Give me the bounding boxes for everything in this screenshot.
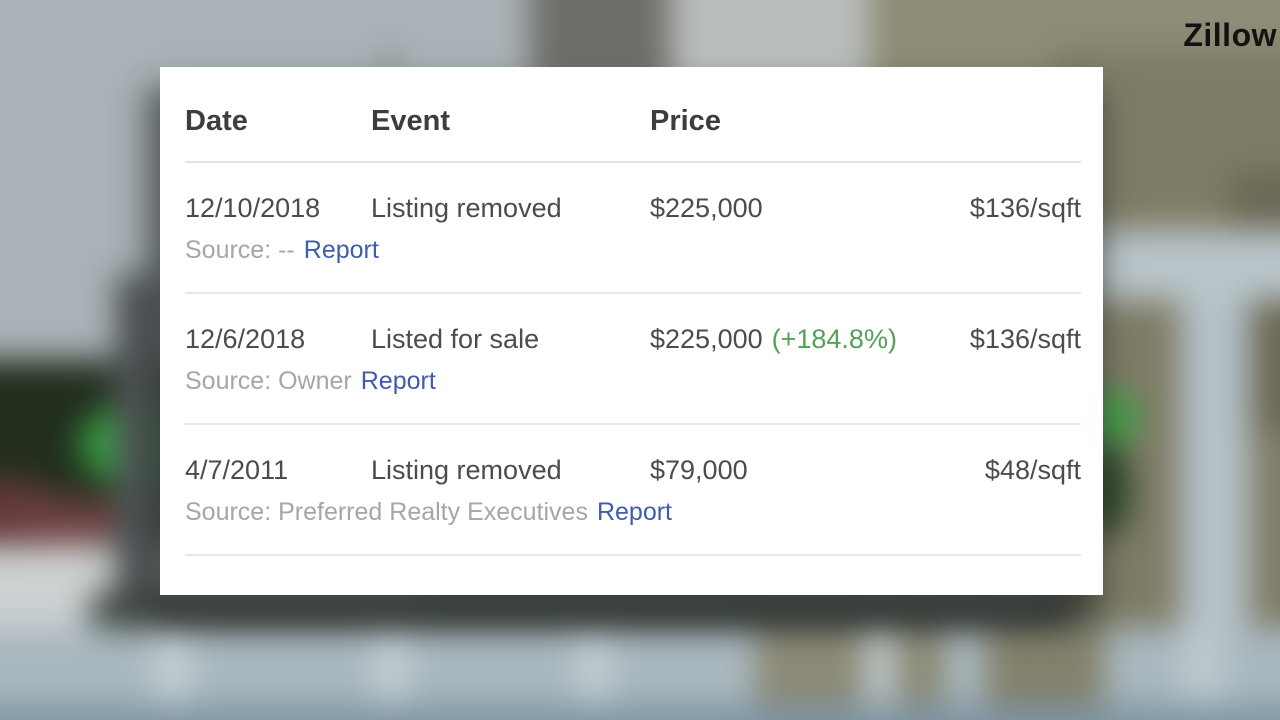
- report-link[interactable]: Report: [360, 367, 436, 395]
- price-value: $225,000: [650, 193, 763, 223]
- date-cell: 12/10/2018: [185, 193, 321, 223]
- table-row: 12/10/2018 Listing removed $225,000 $136…: [185, 163, 1081, 294]
- price-per-sqft-cell: $136/sqft: [969, 324, 1081, 354]
- table-row: 12/6/2018 Listed for sale $225,000 (+184.…: [185, 294, 1081, 425]
- row-main-line: 12/10/2018 Listing removed $225,000 $136…: [185, 189, 1081, 227]
- event-cell: Listing removed: [371, 455, 562, 485]
- source-label: Source: Owner: [185, 367, 352, 395]
- price-value: $79,000: [650, 455, 748, 485]
- source-line: Source: Owner Report: [185, 364, 1081, 398]
- bg-railing-olive-2: [985, 628, 1105, 720]
- price-per-sqft-cell: $136/sqft: [969, 193, 1081, 223]
- price-cell: $79,000: [650, 451, 985, 489]
- table-row: 4/7/2011 Listing removed $79,000 $48/sqf…: [185, 425, 1081, 556]
- bg-baluster-1: [155, 628, 190, 720]
- price-cell: $225,000 (+184.8%): [650, 320, 970, 358]
- bg-baluster-3: [578, 628, 610, 720]
- bg-flower-red-left-2: [20, 498, 125, 548]
- bg-baluster-4: [865, 628, 895, 720]
- bg-railing-dark-band: [90, 593, 1070, 633]
- price-change: (+184.8%): [771, 324, 897, 354]
- date-cell: 4/7/2011: [185, 455, 289, 485]
- bg-light-band-right: [1085, 230, 1280, 300]
- price-history-card: Date Event Price 12/10/2018 Listing remo…: [160, 67, 1103, 595]
- column-header-price: Price: [650, 104, 721, 137]
- bg-baluster-5: [1180, 628, 1225, 720]
- bg-bottom-edge-strip: [0, 705, 1280, 720]
- bg-text-descender-speck: [378, 58, 400, 68]
- event-cell: Listed for sale: [371, 324, 540, 354]
- column-header-event: Event: [371, 104, 450, 137]
- zillow-watermark: Zillow: [1183, 17, 1277, 53]
- date-cell: 12/6/2018: [185, 324, 306, 354]
- price-per-sqft-cell: $48/sqft: [984, 455, 1081, 485]
- event-cell: Listing removed: [371, 193, 562, 223]
- price-cell: $225,000: [650, 189, 970, 227]
- source-label: Source: --: [185, 236, 295, 264]
- price-value: $225,000: [650, 324, 763, 354]
- table-header-row: Date Event Price: [185, 67, 1081, 163]
- report-link[interactable]: Report: [596, 498, 673, 526]
- source-label: Source: Preferred Realty Executives: [185, 498, 588, 526]
- source-line: Source: -- Report: [185, 233, 1081, 267]
- bg-baluster-2: [375, 628, 407, 720]
- bg-railing-olive-1: [755, 628, 945, 720]
- source-line: Source: Preferred Realty Executives Repor…: [185, 495, 1081, 529]
- row-main-line: 4/7/2011 Listing removed $79,000 $48/sqf…: [185, 451, 1081, 489]
- report-link[interactable]: Report: [303, 236, 379, 264]
- column-header-date: Date: [185, 104, 248, 137]
- row-main-line: 12/6/2018 Listed for sale $225,000 (+184.…: [185, 320, 1081, 358]
- bg-card-shadow-left: [115, 275, 165, 605]
